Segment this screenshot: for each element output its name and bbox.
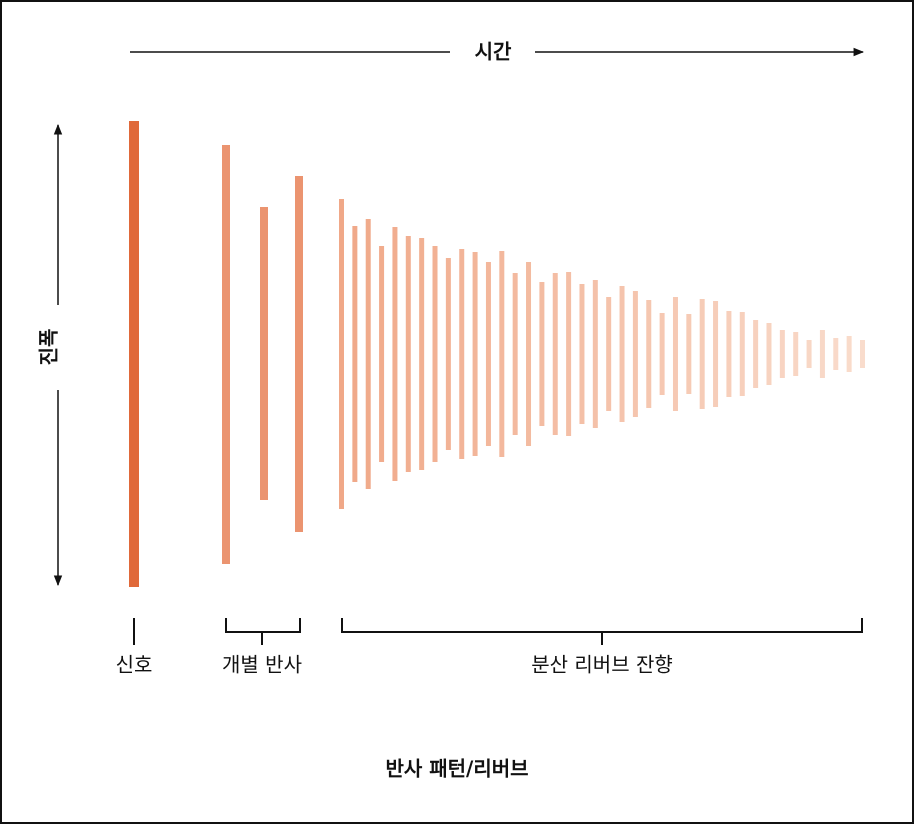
reverb-bar: [806, 340, 812, 368]
reverb-bar: [659, 313, 665, 395]
reverb-bar: [833, 338, 839, 370]
reverb-bar: [619, 286, 625, 422]
segment-label: 분산 리버브 잔향: [531, 653, 673, 677]
reverb-bar: [512, 273, 518, 435]
reverb-bar: [846, 336, 852, 372]
reverb-bar: [672, 297, 678, 411]
reflection-bar: [295, 176, 303, 532]
bars: [129, 121, 865, 587]
reverb-bar: [445, 258, 451, 450]
reverb-bar: [793, 332, 799, 376]
reverb-bar: [379, 246, 385, 462]
reverb-bar: [779, 330, 785, 378]
reverb-bar: [860, 340, 865, 368]
reverb-bar: [819, 330, 825, 378]
caption: 반사 패턴/리버브: [385, 757, 528, 781]
reverb-bar: [753, 320, 759, 388]
brackets: [133, 618, 863, 645]
reflection-bar: [222, 145, 230, 564]
time-label: 시간: [475, 40, 512, 64]
reverb-bar: [539, 282, 545, 426]
reverb-bar: [646, 300, 652, 408]
reverb-bar: [739, 312, 745, 396]
reverb-bar: [699, 299, 705, 409]
reverb-bar: [419, 238, 425, 470]
reverb-bar: [365, 219, 371, 489]
reverb-bar: [405, 236, 411, 472]
reverb-bar: [459, 249, 465, 459]
reverb-bar: [632, 291, 638, 417]
reverb-bar: [472, 252, 478, 456]
reverb-bar: [686, 314, 692, 394]
segment-label: 신호: [116, 653, 153, 677]
reverb-bar: [766, 323, 772, 385]
reverb-bar: [566, 272, 572, 436]
reverb-bar: [579, 284, 585, 424]
reverb-bar: [485, 262, 491, 446]
reverb-bar: [726, 311, 732, 397]
reverb-bar: [339, 199, 344, 509]
reflection-bar: [260, 207, 268, 500]
reverb-bar: [432, 246, 438, 462]
reverb-bracket: [341, 618, 863, 645]
reverb-bar: [592, 280, 598, 428]
reverb-bar: [606, 297, 612, 411]
reverb-bar: [392, 227, 398, 481]
reverb-bar: [499, 251, 505, 457]
reflection-bracket: [225, 618, 301, 645]
reverb-bar: [713, 301, 719, 407]
segment-label: 개별 반사: [222, 653, 302, 677]
signal-bar: [129, 121, 139, 587]
reverb-bar: [352, 226, 358, 482]
reverb-bar: [552, 273, 558, 435]
reverb-bar: [526, 262, 532, 446]
amp-label: 진폭: [37, 329, 61, 366]
